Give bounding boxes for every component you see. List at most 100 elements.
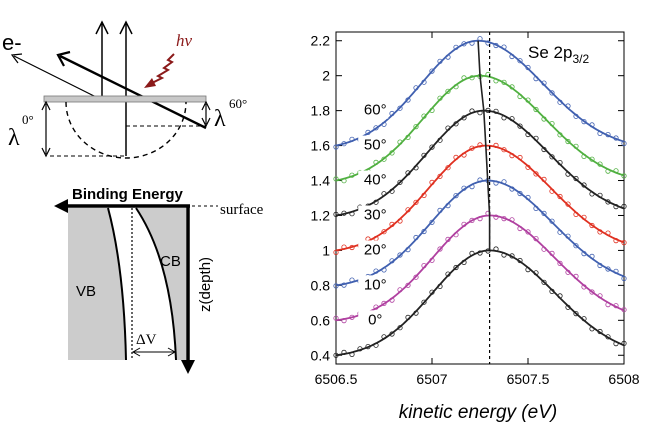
angle-label-bg — [358, 240, 389, 259]
spectrum-points-0° — [333, 246, 627, 358]
data-point — [589, 326, 595, 332]
data-point — [549, 218, 555, 224]
angle-label-bg — [358, 205, 389, 224]
data-point — [621, 173, 627, 179]
data-point — [341, 244, 347, 250]
data-point — [517, 154, 523, 161]
y-tick-label: 0.6 — [311, 312, 331, 328]
peak-shift-line — [477, 40, 491, 251]
data-point — [605, 132, 611, 138]
data-point — [541, 246, 547, 252]
band-diagram: Binding Energy surface VB CB z(depth) ΔV — [54, 186, 264, 374]
data-point — [621, 203, 627, 209]
data-point — [469, 75, 475, 81]
data-point — [349, 244, 355, 251]
data-point — [373, 304, 379, 310]
data-point — [333, 249, 339, 255]
data-point — [541, 279, 547, 285]
data-point — [613, 340, 619, 347]
data-point — [397, 218, 403, 224]
data-point — [541, 80, 547, 86]
y-tick-label: 1 — [322, 242, 330, 258]
data-point — [493, 42, 499, 49]
data-point — [405, 247, 411, 253]
data-point — [573, 143, 579, 149]
x-tick-label: 6506.5 — [315, 371, 358, 387]
data-point — [605, 266, 611, 272]
escape-depth-semicircle — [65, 101, 187, 159]
data-point — [397, 179, 403, 185]
data-point — [613, 204, 619, 210]
data-point — [373, 199, 379, 205]
data-point — [437, 207, 443, 213]
data-point — [541, 210, 547, 216]
data-point — [445, 271, 451, 277]
data-point — [477, 110, 483, 116]
angle-label-bg — [358, 135, 389, 154]
data-point — [525, 266, 531, 273]
data-point — [461, 259, 467, 265]
data-point — [485, 248, 491, 254]
data-point — [573, 310, 579, 317]
binding-energy-label: Binding Energy — [72, 186, 183, 203]
data-point — [365, 129, 371, 135]
data-point — [549, 121, 555, 127]
angle-label-30°: 30° — [364, 206, 387, 223]
data-point — [557, 132, 563, 138]
data-point — [501, 115, 507, 121]
data-point — [493, 108, 499, 114]
data-point — [613, 268, 619, 274]
peak-guides — [477, 32, 491, 364]
data-point — [509, 84, 515, 90]
data-point — [445, 54, 451, 60]
data-point — [461, 41, 467, 47]
data-point — [597, 229, 603, 235]
data-point — [445, 88, 451, 94]
data-point — [501, 79, 507, 85]
data-point — [565, 103, 571, 109]
angle-label-bg — [358, 170, 389, 189]
data-point — [421, 152, 427, 158]
sample-surface — [43, 95, 207, 103]
data-point — [429, 179, 435, 185]
y-tick-label: 0.4 — [311, 347, 331, 363]
angle-labels: 0° 10° 20° 30° 40° 50° 60° — [358, 100, 389, 329]
data-point — [437, 58, 443, 64]
data-point — [413, 234, 419, 241]
data-point — [613, 238, 619, 244]
data-point — [381, 300, 387, 306]
data-point — [525, 131, 531, 138]
data-point — [373, 125, 379, 131]
data-point — [533, 205, 539, 211]
valence-band-region — [68, 208, 126, 360]
data-point — [405, 170, 411, 176]
data-point — [613, 168, 619, 174]
data-point — [389, 258, 395, 264]
emission-arrow-oblique-thick — [59, 54, 207, 130]
data-point — [349, 314, 355, 320]
angle-label-bg — [358, 100, 389, 119]
data-point — [565, 233, 571, 239]
data-point — [413, 124, 419, 130]
data-point — [349, 351, 355, 357]
data-point — [517, 58, 523, 64]
data-point — [581, 316, 587, 322]
cb-label: CB — [160, 253, 181, 270]
data-point — [621, 340, 627, 346]
arrowhead-oblique-thin — [10, 53, 23, 64]
data-point — [565, 269, 571, 275]
photon-label: hν — [176, 31, 193, 50]
data-point — [437, 173, 443, 179]
data-point — [389, 221, 395, 227]
data-point — [533, 270, 539, 276]
data-point — [421, 192, 427, 198]
lambda-0-superscript: 0° — [22, 112, 34, 127]
data-point — [589, 191, 595, 197]
data-point — [373, 159, 379, 165]
data-point — [389, 297, 395, 303]
data-point — [453, 232, 459, 238]
depth-label: z(depth) — [197, 257, 214, 312]
data-point — [381, 229, 387, 235]
angle-label-50°: 50° — [364, 137, 387, 154]
delta-v-label: ΔV — [136, 332, 157, 348]
